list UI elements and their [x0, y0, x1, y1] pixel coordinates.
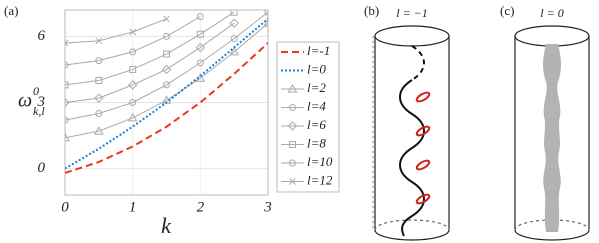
marker — [95, 37, 103, 45]
marker — [264, 10, 268, 16]
marker — [163, 50, 170, 58]
panel-label: (b) — [364, 3, 379, 18]
legend-label: l=4 — [307, 98, 326, 113]
series-line — [65, 11, 235, 86]
legend: l=-1 l=0 l=2 l=4 l=6 l=8 l=10 l=12 — [281, 43, 333, 187]
marker — [163, 32, 170, 40]
y-axis-label-sup: 0 — [33, 84, 39, 98]
marker — [93, 126, 104, 135]
panel-label: (c) — [500, 3, 514, 18]
series-line — [65, 22, 235, 103]
marker — [230, 35, 238, 43]
plot: 0 3 6 0 1 2 3 — [37, 9, 272, 215]
marker — [196, 30, 204, 38]
x-tick-label: 2 — [197, 199, 205, 215]
marker — [65, 81, 69, 89]
marker — [127, 112, 138, 122]
marker — [95, 76, 103, 84]
series-line — [65, 18, 268, 170]
y-tick-label: 0 — [38, 160, 46, 176]
x-axis-label: k — [161, 213, 172, 238]
y-tick-label: 3 — [37, 94, 46, 110]
legend-label: l=-1 — [307, 43, 330, 58]
marker — [94, 93, 104, 103]
marker — [129, 65, 137, 73]
diagram-title: l = −1 — [396, 6, 428, 20]
legend-label: l=12 — [307, 172, 333, 187]
marker — [129, 48, 137, 56]
marker — [65, 39, 69, 47]
legend-label: l=8 — [307, 135, 326, 150]
series-line — [65, 18, 167, 44]
marker — [65, 61, 69, 69]
marker — [289, 178, 296, 185]
diagram-title: l = 0 — [540, 6, 563, 20]
x-tick-label: 3 — [263, 199, 272, 215]
legend-label: l=0 — [307, 61, 326, 76]
marker — [195, 42, 206, 53]
marker — [65, 132, 70, 142]
marker — [129, 99, 137, 106]
helix-rings — [415, 91, 431, 205]
series-group — [65, 10, 268, 174]
panel-label: (a) — [4, 3, 18, 18]
marker — [229, 18, 239, 28]
cylinder — [514, 25, 590, 241]
marker — [95, 110, 103, 118]
marker — [95, 57, 103, 65]
series-line — [65, 22, 268, 139]
marker — [65, 116, 69, 124]
y-tick-label: 6 — [38, 28, 46, 44]
series-line — [65, 11, 268, 121]
column — [543, 44, 561, 232]
marker — [127, 80, 138, 90]
marker — [196, 13, 204, 21]
marker — [229, 46, 240, 56]
marker — [163, 81, 170, 89]
marker — [196, 59, 204, 67]
legend-label: l=2 — [307, 80, 326, 95]
cylinder — [372, 25, 450, 241]
legend-label: l=10 — [307, 154, 333, 169]
marker — [129, 28, 137, 36]
marker — [289, 141, 296, 148]
x-tick-label: 0 — [61, 199, 69, 215]
legend-box — [276, 41, 340, 193]
y-axis-label: ω — [18, 90, 32, 112]
marker — [161, 64, 172, 75]
marker — [163, 15, 170, 23]
marker — [287, 83, 298, 93]
x-tick-label: 1 — [129, 199, 137, 215]
marker — [65, 97, 70, 108]
marker — [230, 10, 238, 16]
helix — [399, 45, 425, 237]
marker — [289, 159, 296, 167]
marker — [289, 104, 296, 111]
marker — [263, 18, 268, 27]
legend-label: l=6 — [307, 117, 326, 132]
y-axis-label-sub: k,l — [33, 104, 45, 118]
series-line — [65, 16, 201, 66]
series-line — [65, 42, 268, 174]
marker — [287, 121, 298, 131]
